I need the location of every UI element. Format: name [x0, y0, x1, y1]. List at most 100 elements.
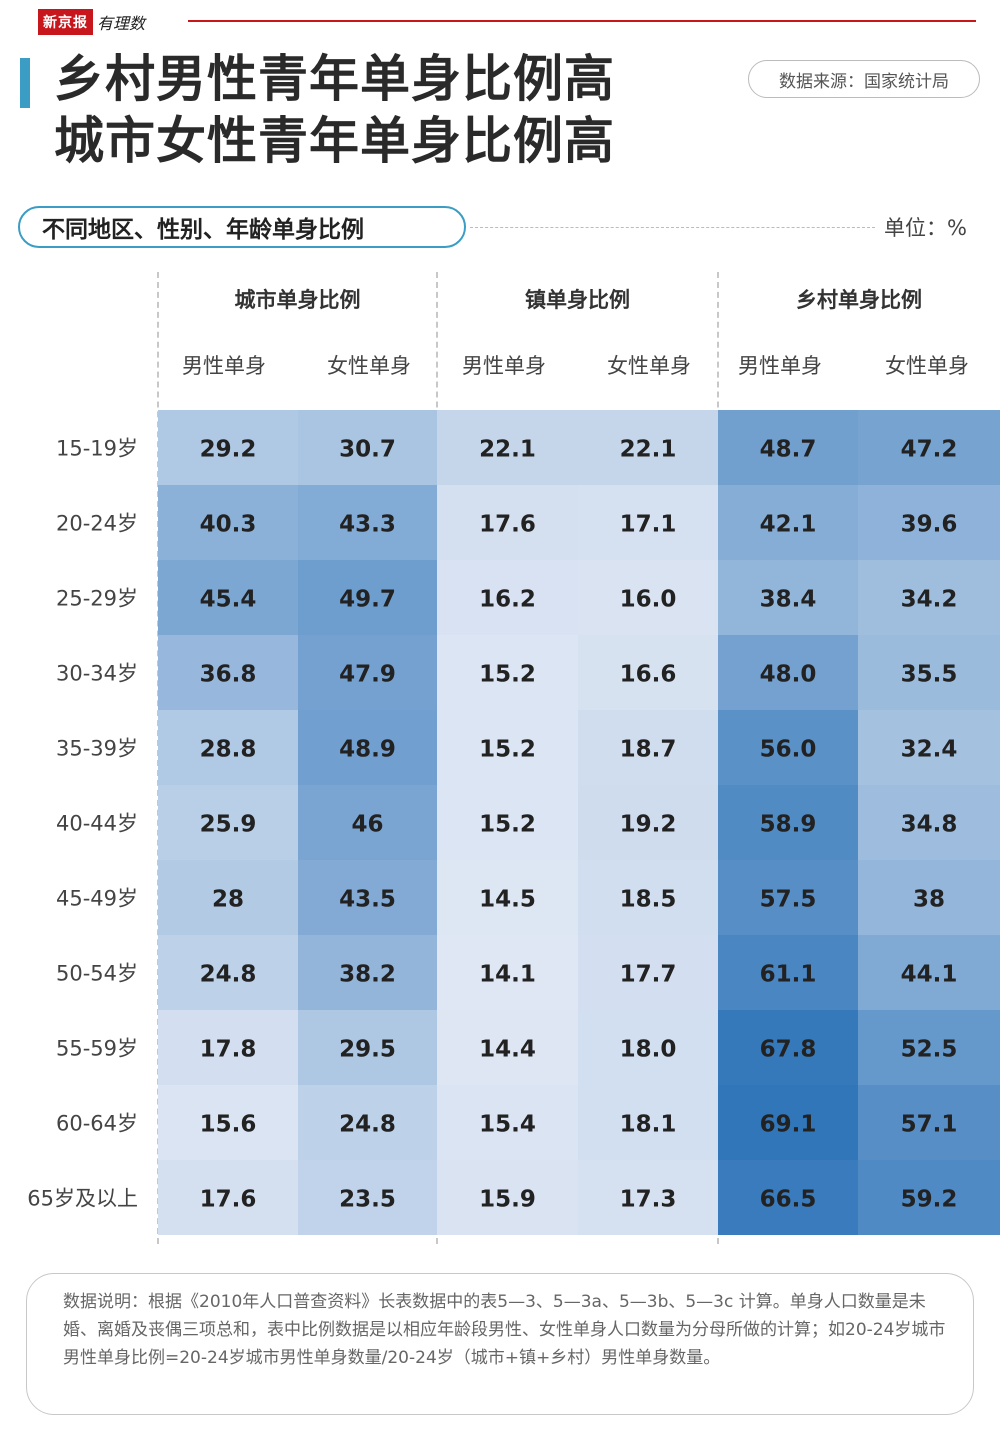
page-title: 乡村男性青年单身比例高 城市女性青年单身比例高 — [54, 48, 615, 172]
heatmap-cell-town-male — [437, 710, 578, 785]
group-header-town: 镇单身比例 — [525, 288, 630, 312]
heatmap-cell-rural-male — [718, 860, 858, 935]
cell-value-rural-female: 52.5 — [901, 1037, 958, 1063]
heatmap-cell-rural-male — [718, 410, 858, 485]
cell-value-city-male: 36.8 — [200, 662, 257, 688]
cell-value-rural-male: 57.5 — [760, 887, 817, 913]
heatmap-cell-rural-male — [718, 485, 858, 560]
heatmap-cell-rural-female — [858, 1010, 1000, 1085]
col-header-rural-female: 女性单身 — [885, 354, 969, 378]
heatmap-cell-city-male — [158, 485, 298, 560]
heatmap-cell-city-female — [298, 485, 437, 560]
cell-value-rural-male: 61.1 — [760, 962, 817, 988]
heatmap-cell-rural-female — [858, 560, 1000, 635]
cell-value-town-male: 15.2 — [479, 737, 536, 763]
heatmap-cell-town-female — [578, 1010, 718, 1085]
title-accent-bar — [20, 58, 30, 108]
row-label: 50-54岁 — [56, 962, 138, 986]
row-label: 40-44岁 — [56, 812, 138, 836]
cell-value-town-female: 18.0 — [620, 1037, 677, 1063]
cell-value-town-male: 17.6 — [479, 512, 536, 538]
heatmap-cell-city-female — [298, 935, 437, 1010]
chart-subtitle: 不同地区、性别、年龄单身比例 — [18, 206, 466, 248]
row-label: 35-39岁 — [56, 737, 138, 761]
cell-value-city-female: 48.9 — [339, 737, 396, 763]
row-label: 20-24岁 — [56, 512, 138, 536]
heatmap-cell-city-female — [298, 1160, 437, 1235]
cell-value-rural-female: 59.2 — [901, 1187, 958, 1213]
cell-value-city-female: 23.5 — [339, 1187, 396, 1213]
cell-value-city-female: 30.7 — [339, 437, 396, 463]
row-label: 15-19岁 — [56, 437, 138, 461]
heatmap-cell-rural-male — [718, 1160, 858, 1235]
cell-value-town-male: 14.5 — [479, 887, 536, 913]
row-label: 55-59岁 — [56, 1037, 138, 1061]
heatmap-cell-rural-female — [858, 935, 1000, 1010]
row-label: 60-64岁 — [56, 1112, 138, 1136]
heatmap-cell-town-male — [437, 485, 578, 560]
heatmap-cell-city-female — [298, 860, 437, 935]
col-header-city-male: 男性单身 — [182, 354, 266, 378]
cell-value-rural-female: 32.4 — [901, 737, 958, 763]
cell-value-rural-male: 58.9 — [760, 812, 817, 838]
heatmap-cell-town-female — [578, 860, 718, 935]
heatmap-cell-city-female — [298, 410, 437, 485]
heatmap-cell-rural-male — [718, 1010, 858, 1085]
cell-value-town-female: 16.6 — [620, 662, 677, 688]
cell-value-town-female: 19.2 — [620, 812, 677, 838]
cell-value-city-female: 49.7 — [339, 587, 396, 613]
heatmap-cell-city-male — [158, 1160, 298, 1235]
heatmap-cell-rural-male — [718, 635, 858, 710]
cell-value-town-female: 17.3 — [620, 1187, 677, 1213]
cell-value-city-male: 29.2 — [200, 437, 257, 463]
cell-value-rural-female: 34.2 — [901, 587, 958, 613]
row-label: 65岁及以上 — [27, 1187, 138, 1211]
heatmap-cell-town-female — [578, 935, 718, 1010]
cell-value-city-male: 17.8 — [200, 1037, 257, 1063]
row-label: 30-34岁 — [56, 662, 138, 686]
cell-value-city-male: 28 — [212, 887, 244, 913]
cell-value-town-female: 16.0 — [620, 587, 677, 613]
heatmap-cell-town-male — [437, 635, 578, 710]
cell-value-rural-female: 34.8 — [901, 812, 958, 838]
title-line-1: 乡村男性青年单身比例高 — [54, 50, 615, 108]
heatmap-cell-rural-male — [718, 935, 858, 1010]
heatmap-cell-city-male — [158, 935, 298, 1010]
heatmap-cell-rural-female — [858, 410, 1000, 485]
cell-value-rural-female: 44.1 — [901, 962, 958, 988]
heatmap-cell-city-female — [298, 785, 437, 860]
source-badge: 数据来源：国家统计局 — [748, 60, 980, 98]
heatmap-cell-town-male — [437, 785, 578, 860]
col-header-town-male: 男性单身 — [462, 354, 546, 378]
heatmap-cell-rural-female — [858, 1160, 1000, 1235]
heatmap-cell-town-female — [578, 560, 718, 635]
cell-value-rural-female: 47.2 — [901, 437, 958, 463]
heatmap-cell-town-female — [578, 410, 718, 485]
cell-value-city-male: 15.6 — [200, 1112, 257, 1138]
group-header-rural: 乡村单身比例 — [796, 288, 922, 312]
brand-logo: 新京报 有理数 — [38, 9, 145, 35]
heatmap-cell-town-female — [578, 785, 718, 860]
heatmap-cell-city-male — [158, 1085, 298, 1160]
cell-value-town-male: 22.1 — [479, 437, 536, 463]
heatmap-cell-city-female — [298, 635, 437, 710]
heatmap-cell-rural-female — [858, 860, 1000, 935]
cell-value-city-female: 29.5 — [339, 1037, 396, 1063]
top-rule — [188, 20, 976, 22]
row-label: 45-49岁 — [56, 887, 138, 911]
cell-value-rural-female: 57.1 — [901, 1112, 958, 1138]
cell-value-town-female: 18.7 — [620, 737, 677, 763]
unit-label: 单位：% — [884, 216, 967, 240]
cell-value-rural-male: 69.1 — [760, 1112, 817, 1138]
heatmap-cell-town-male — [437, 1085, 578, 1160]
col-header-rural-male: 男性单身 — [738, 354, 822, 378]
cell-value-city-male: 24.8 — [200, 962, 257, 988]
heatmap-cell-city-male — [158, 860, 298, 935]
col-header-town-female: 女性单身 — [607, 354, 691, 378]
cell-value-rural-male: 48.0 — [760, 662, 817, 688]
heatmap-cell-city-male — [158, 785, 298, 860]
cell-value-city-male: 40.3 — [200, 512, 257, 538]
heatmap-cell-rural-female — [858, 485, 1000, 560]
heatmap-cell-town-male — [437, 1010, 578, 1085]
